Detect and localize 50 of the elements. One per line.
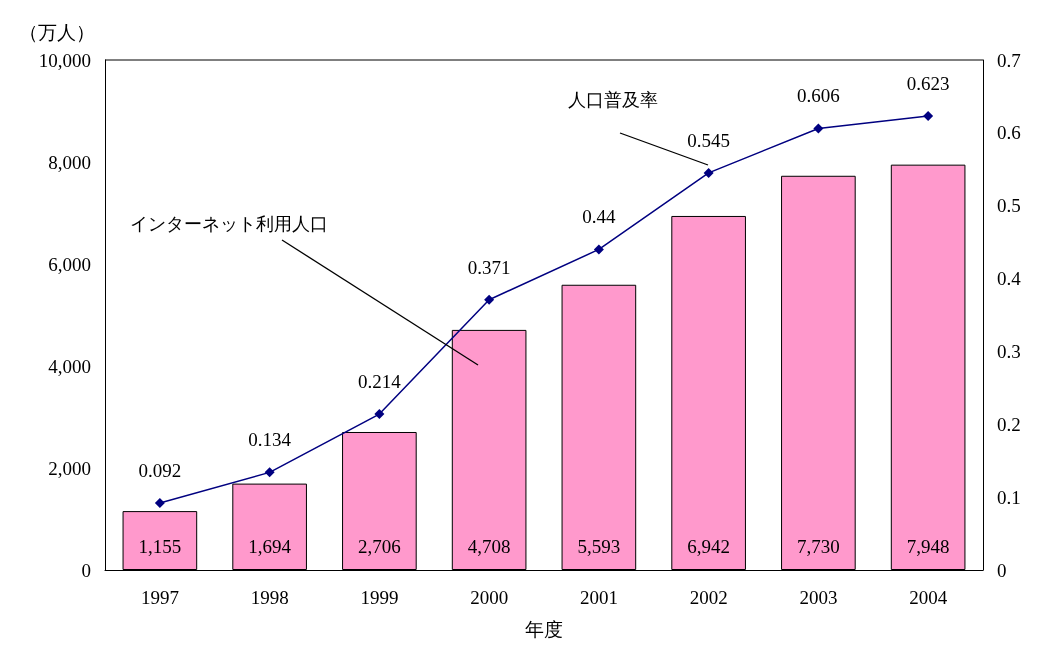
text: インターネット利用人口	[130, 212, 328, 236]
x-tick-label: 2003	[799, 587, 838, 608]
point	[593, 244, 604, 255]
data-label: 1,155	[138, 536, 182, 557]
point	[154, 497, 165, 508]
point	[813, 123, 824, 134]
data-label: 2,706	[358, 536, 401, 557]
x-tick-label: 1998	[250, 587, 289, 608]
data-label: 7,948	[906, 536, 950, 557]
data-label: 6,942	[687, 536, 730, 557]
data-label: 4,708	[467, 536, 511, 557]
point	[484, 294, 495, 305]
point	[264, 467, 275, 478]
data-label: 0.44	[582, 206, 616, 228]
y-tick-label: 10,000	[38, 49, 91, 71]
y2-tick-label: 0.3	[997, 340, 1021, 362]
data-label: 0.092	[138, 459, 182, 481]
y-axis-title: （万人）	[19, 22, 95, 43]
data-label: 0.606	[797, 85, 840, 107]
data-label: 7,730	[797, 536, 840, 557]
x-tick-label: 1997	[140, 587, 179, 608]
y-tick-label: 4,000	[48, 355, 91, 377]
data-label: 0.371	[467, 256, 511, 278]
x-tick-label: 2002	[689, 587, 728, 608]
text: 人口普及率	[568, 88, 658, 112]
y2-tick-label: 0	[997, 559, 1007, 581]
y2-tick-label: 0.6	[997, 122, 1021, 144]
y2-tick-label: 0.7	[997, 49, 1021, 71]
y2-tick-label: 0.4	[997, 268, 1022, 290]
y2-tick-label: 0.2	[997, 413, 1021, 435]
point	[703, 167, 714, 178]
x-axis-title: 年度	[525, 619, 563, 640]
data-label: 0.545	[687, 129, 730, 151]
x-tick-label: 2001	[579, 587, 618, 608]
data-label: 1,694	[248, 536, 292, 557]
data-label: 0.214	[358, 371, 402, 393]
data-label: 0.134	[248, 429, 292, 451]
y-tick-label: 6,000	[48, 253, 91, 275]
x-tick-label: 1999	[360, 587, 399, 608]
x-tick-label: 2004	[909, 587, 948, 608]
x-tick-label: 2000	[470, 587, 509, 608]
point	[923, 111, 934, 122]
data-label: 0.623	[906, 73, 950, 95]
y-tick-label: 0	[81, 559, 91, 581]
data-label: 5,593	[577, 536, 621, 557]
y-tick-label: 2,000	[48, 457, 91, 479]
y2-tick-label: 0.5	[997, 195, 1021, 217]
y2-tick-label: 0.1	[997, 486, 1021, 508]
y-tick-label: 8,000	[48, 151, 91, 173]
point	[374, 409, 385, 420]
